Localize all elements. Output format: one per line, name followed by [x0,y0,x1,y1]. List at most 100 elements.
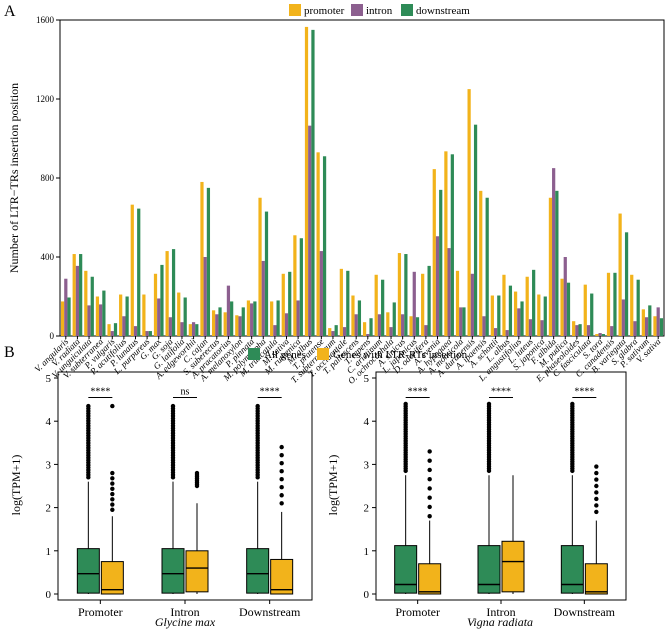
vigna-radiata-promoter-ltr-outlier [427,458,432,463]
bar-l-angustifolius-downstream [520,301,524,336]
bar-t-repens-promoter [362,322,367,336]
bar-s-glabra-intron [633,321,637,336]
glycine-max-x-tick-label-promoter: Promoter [78,605,123,619]
bar-m-polymorpha-downstream [264,211,269,336]
bar-l-albus-promoter [502,274,506,336]
bar-l-purpureus-downstream [148,331,152,336]
glycine-max-promoter-ltr-outlier [110,507,115,512]
bar-c-canadensis-intron [610,326,614,336]
bar-v-unguiculata-intron [87,305,91,336]
bar-a-hypogaea-downstream [450,154,454,336]
glycine-max-promoter-ltr-outlier [110,481,115,486]
bar-t-occidentale-intron [342,327,347,336]
bar-a-ipaensis-intron [482,316,486,336]
panel-a-label: A [4,3,16,20]
vigna-radiata-y-tick-label-1: 1 [364,546,370,558]
bar-s-suberectus-promoter [211,310,216,336]
glycine-max-downstream-all-outlier [255,403,260,409]
bar-b-variegata-promoter [618,213,622,336]
bar-c-canadensis-promoter [606,272,611,336]
boxplot-glycine-max-title: Glycine max [155,615,216,629]
vigna-radiata-downstream-ltr-outlier [594,496,599,502]
y-tick-label-800: 800 [41,173,55,183]
bar-p-vulgaris-promoter [107,324,111,336]
bar-l-japonicus-promoter [409,316,413,336]
bar-a-pracatorius-intron [226,285,231,336]
bar-c-cajan-intron [203,257,207,336]
bar-t-repens-intron [366,334,370,336]
vigna-radiata-promoter-ltr-outlier [427,477,432,482]
legend-swatch-ltr-genes [317,348,329,360]
glycine-max-downstream-ltr-outlier [279,477,284,482]
bar-m-sativa-downstream [288,271,292,336]
bar-l-japonicus-downstream [415,317,420,336]
bar-b-variegata-downstream [624,232,629,336]
bar-t-pallescens-intron [354,314,358,336]
bar-s-suberectus-downstream [218,307,222,336]
glycine-max-y-tick-label-4: 4 [46,416,52,428]
bar-a-evenia-promoter [432,169,436,336]
bar-v-radiata-promoter [72,254,76,336]
bar-s-glabra-promoter [630,274,634,336]
glycine-max-intron-sig-label: ns [181,386,190,397]
legend-swatch-downstream [401,4,413,16]
vigna-radiata-intron-all-box [477,545,501,594]
bar-f-albida-downstream [555,190,559,336]
boxplot-glycine-max: log(TPM+1) Glycine max 0 1 2 3 4 5 Promoter ***… [9,371,313,629]
bar-e-phaseoloides-downstream [578,324,582,336]
bar-a-hypogaea-intron [447,248,451,336]
bar-p-sativum-promoter [641,309,645,336]
bar-l-luteus-intron [528,319,533,336]
glycine-max-downstream-ltr-outlier [279,485,284,490]
bar-t-pratense-intron [319,251,323,336]
bar-l-luteus-promoter [525,276,529,336]
vigna-radiata-promoter-ltr-outlier [427,467,432,473]
bar-m-ruthenica-intron [296,300,300,336]
bar-c-fasciculata-promoter [583,284,587,336]
y-tick-label-400: 400 [41,252,55,262]
vigna-radiata-promoter-all-box [394,545,418,594]
bar-o-ochrocephala-downstream [392,302,396,336]
bar-l-albus-intron [505,330,509,336]
bar-a-evenia-downstream [439,189,443,336]
glycine-max-downstream-all-box [246,548,270,594]
vigna-radiata-x-tick-label-promoter: Promoter [395,605,440,619]
legend-label-ltr-genes: Genes with LTR-RTs insertion [333,349,468,361]
bar-g-soja-downstream [171,249,176,336]
bar-a-melanoxylon-intron [238,316,242,336]
vigna-radiata-y-tick-label-2: 2 [364,503,370,515]
legend-swatch-all-genes [248,348,260,360]
legend-swatch-intron [351,4,363,16]
bar-p-pinnata-downstream [253,301,257,336]
glycine-max-x-tick-label-downstream: Downstream [239,605,301,619]
bar-e-phaseoloides-promoter [572,321,576,336]
bar-l-angustifolius-intron [517,308,521,336]
bar-p-acutifolius-intron [122,316,126,336]
vigna-radiata-downstream-ltr-outlier [594,470,599,476]
bar-s-glabra-downstream [636,279,640,336]
bar-a-monticola-downstream [462,307,466,336]
vigna-radiata-downstream-all-box [560,545,584,594]
bar-g-max-promoter [153,273,158,336]
vigna-radiata-y-tick-label-3: 3 [364,459,370,471]
bar-a-monticola-promoter [455,270,460,336]
glycine-max-downstream-ltr-outlier [279,460,284,466]
bar-m-albus-promoter [304,26,309,336]
panel-a-axes: 0 400 800 1200 1600 [36,15,665,341]
panel-a-bars [60,26,664,336]
bar-m-truncatula-downstream [276,300,280,336]
glycine-max-promoter-sig-label: **** [90,386,110,397]
legend-label-all-genes: All genes [264,349,306,361]
bar-o-ochrocephala-intron [389,327,393,336]
bar-c-fasciculata-intron [586,325,591,336]
vigna-radiata-y-tick-label-5: 5 [364,373,370,385]
glycine-max-promoter-ltr-outlier [110,476,115,481]
vigna-radiata-downstream-all-outlier [570,401,575,407]
bar-g-latifolia-intron [180,322,184,336]
bar-t-subterraneum-intron [331,331,335,336]
bar-o-ochrocephala-promoter [386,312,390,336]
bar-t-repens-downstream [369,318,373,336]
panel-b-label: B [4,344,15,361]
vigna-radiata-promoter-all-outlier [403,401,408,407]
